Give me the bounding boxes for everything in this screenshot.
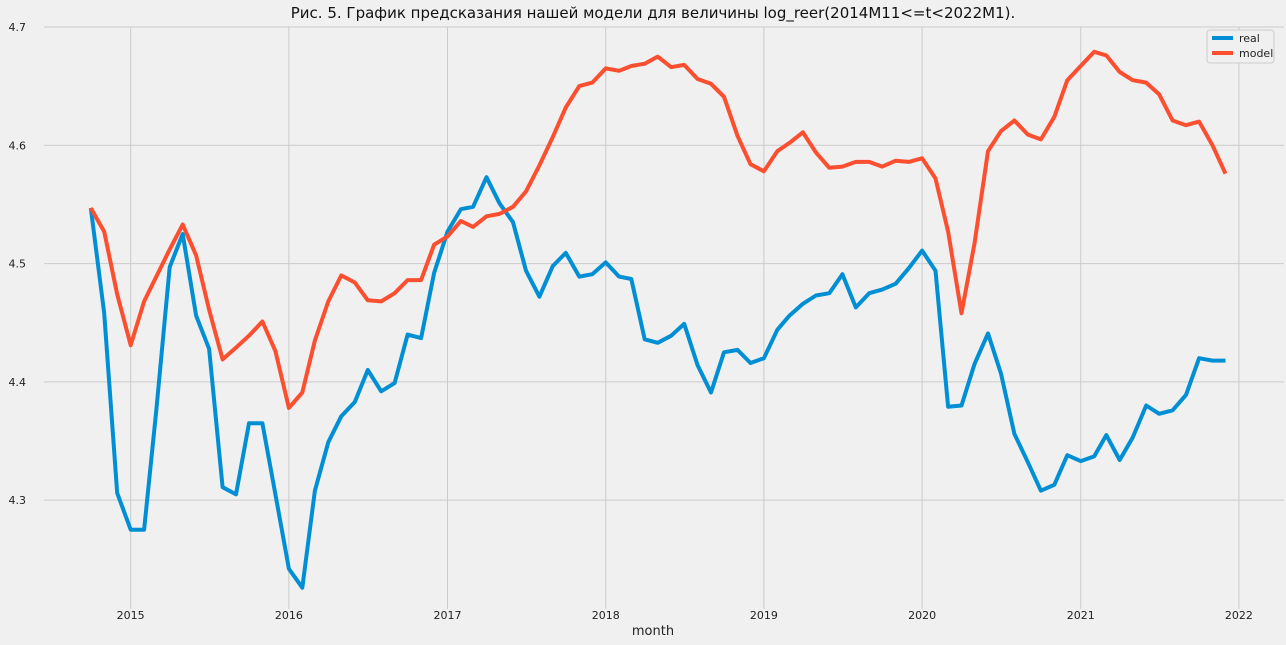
grid xyxy=(44,26,1284,609)
legend-label-model: model xyxy=(1239,47,1273,60)
x-axis-ticks: 2015 2016 2017 2018 2019 2020 2021 2022 xyxy=(117,609,1253,622)
legend: real model xyxy=(1206,29,1275,64)
y-tick-label: 4.6 xyxy=(9,139,27,152)
series-layer xyxy=(88,49,1228,590)
x-tick-label: 2017 xyxy=(434,609,462,622)
x-tick-label: 2018 xyxy=(592,609,620,622)
x-tick-label: 2016 xyxy=(275,609,303,622)
series-line-real xyxy=(88,175,1226,590)
x-tick-label: 2019 xyxy=(750,609,778,622)
y-tick-label: 4.7 xyxy=(9,21,27,34)
y-axis-ticks: 4.3 4.4 4.5 4.6 4.7 xyxy=(9,21,27,507)
x-tick-label: 2021 xyxy=(1067,609,1095,622)
plot-area xyxy=(44,27,1284,609)
y-tick-label: 4.5 xyxy=(9,258,27,271)
series-line-model xyxy=(89,49,1228,410)
x-tick-label: 2022 xyxy=(1225,609,1253,622)
legend-label-real: real xyxy=(1239,32,1260,45)
x-tick-label: 2015 xyxy=(117,609,145,622)
x-axis-label: month xyxy=(632,624,674,639)
y-tick-label: 4.3 xyxy=(9,494,27,507)
chart-title: Рис. 5. График предсказания нашей модели… xyxy=(291,4,1015,23)
y-tick-label: 4.4 xyxy=(9,376,27,389)
x-tick-label: 2020 xyxy=(908,609,936,622)
